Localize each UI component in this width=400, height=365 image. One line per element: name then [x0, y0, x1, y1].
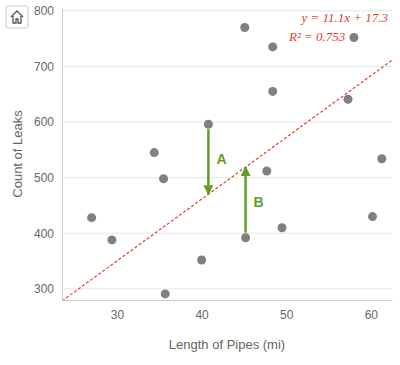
tick: 60 — [365, 300, 379, 322]
point[interactable] — [150, 148, 159, 157]
axis-line — [63, 300, 393, 301]
tick: 30 — [111, 300, 125, 322]
tick-label: 60 — [365, 308, 379, 322]
point[interactable] — [377, 154, 386, 163]
point[interactable] — [240, 23, 249, 32]
point[interactable] — [197, 255, 206, 264]
tick-label: 700 — [34, 60, 54, 74]
annotation-arrow — [207, 129, 210, 194]
annotation-label: A — [216, 151, 226, 167]
point[interactable] — [161, 289, 170, 298]
x-axis: 30 40 50 60 — [63, 300, 393, 322]
y-axis-title: Count of Leaks — [10, 110, 25, 198]
grid-line — [62, 66, 392, 67]
point[interactable] — [268, 87, 277, 96]
tick-label: 600 — [34, 115, 54, 129]
tick-label: 300 — [34, 282, 54, 296]
tick: 40 — [195, 300, 209, 322]
point[interactable] — [349, 33, 358, 42]
tick: 300 — [34, 282, 62, 296]
marks — [62, 23, 392, 300]
tick-label: 50 — [280, 308, 294, 322]
y-axis: 300 400 500 600 700 800 — [34, 4, 63, 300]
tick-label: 400 — [34, 227, 54, 241]
grid-line — [62, 233, 392, 234]
point[interactable] — [262, 166, 271, 175]
point[interactable] — [241, 233, 250, 242]
tick-label: 40 — [195, 308, 209, 322]
tick: 50 — [280, 300, 294, 322]
point[interactable] — [204, 120, 213, 129]
tick-label: 800 — [34, 4, 54, 18]
home-button[interactable] — [6, 6, 28, 28]
chart: 30 40 50 60 300 400 500 600 700 800 A By = 11.1x + … — [0, 0, 400, 365]
annotation-arrow — [244, 167, 247, 233]
trend-r2: R² = 0.753 — [288, 29, 346, 44]
tick: 600 — [34, 115, 62, 129]
point[interactable] — [278, 223, 287, 232]
trend-line — [62, 60, 392, 300]
axis-line — [62, 9, 63, 301]
point[interactable] — [87, 213, 96, 222]
tick: 800 — [34, 4, 62, 18]
plot: 30 40 50 60 300 400 500 600 700 800 A By = 11.1x + … — [34, 4, 393, 321]
point[interactable] — [159, 174, 168, 183]
tick-label: 30 — [111, 308, 125, 322]
grid-line — [62, 288, 392, 289]
grid — [62, 11, 392, 289]
annotation-label: B — [254, 194, 264, 210]
tick: 400 — [34, 227, 62, 241]
grid-line — [62, 177, 392, 178]
trend-equation: y = 11.1x + 17.3 — [299, 10, 388, 25]
point[interactable] — [268, 42, 277, 51]
tick: 700 — [34, 60, 62, 74]
tick-label: 500 — [34, 171, 54, 185]
home-button-frame[interactable] — [6, 6, 28, 28]
tick: 500 — [34, 171, 62, 185]
grid-line — [62, 122, 392, 123]
point[interactable] — [344, 95, 353, 104]
point[interactable] — [107, 235, 116, 244]
home-icon[interactable] — [11, 11, 23, 23]
point[interactable] — [368, 212, 377, 221]
x-axis-title: Length of Pipes (mi) — [169, 337, 285, 352]
